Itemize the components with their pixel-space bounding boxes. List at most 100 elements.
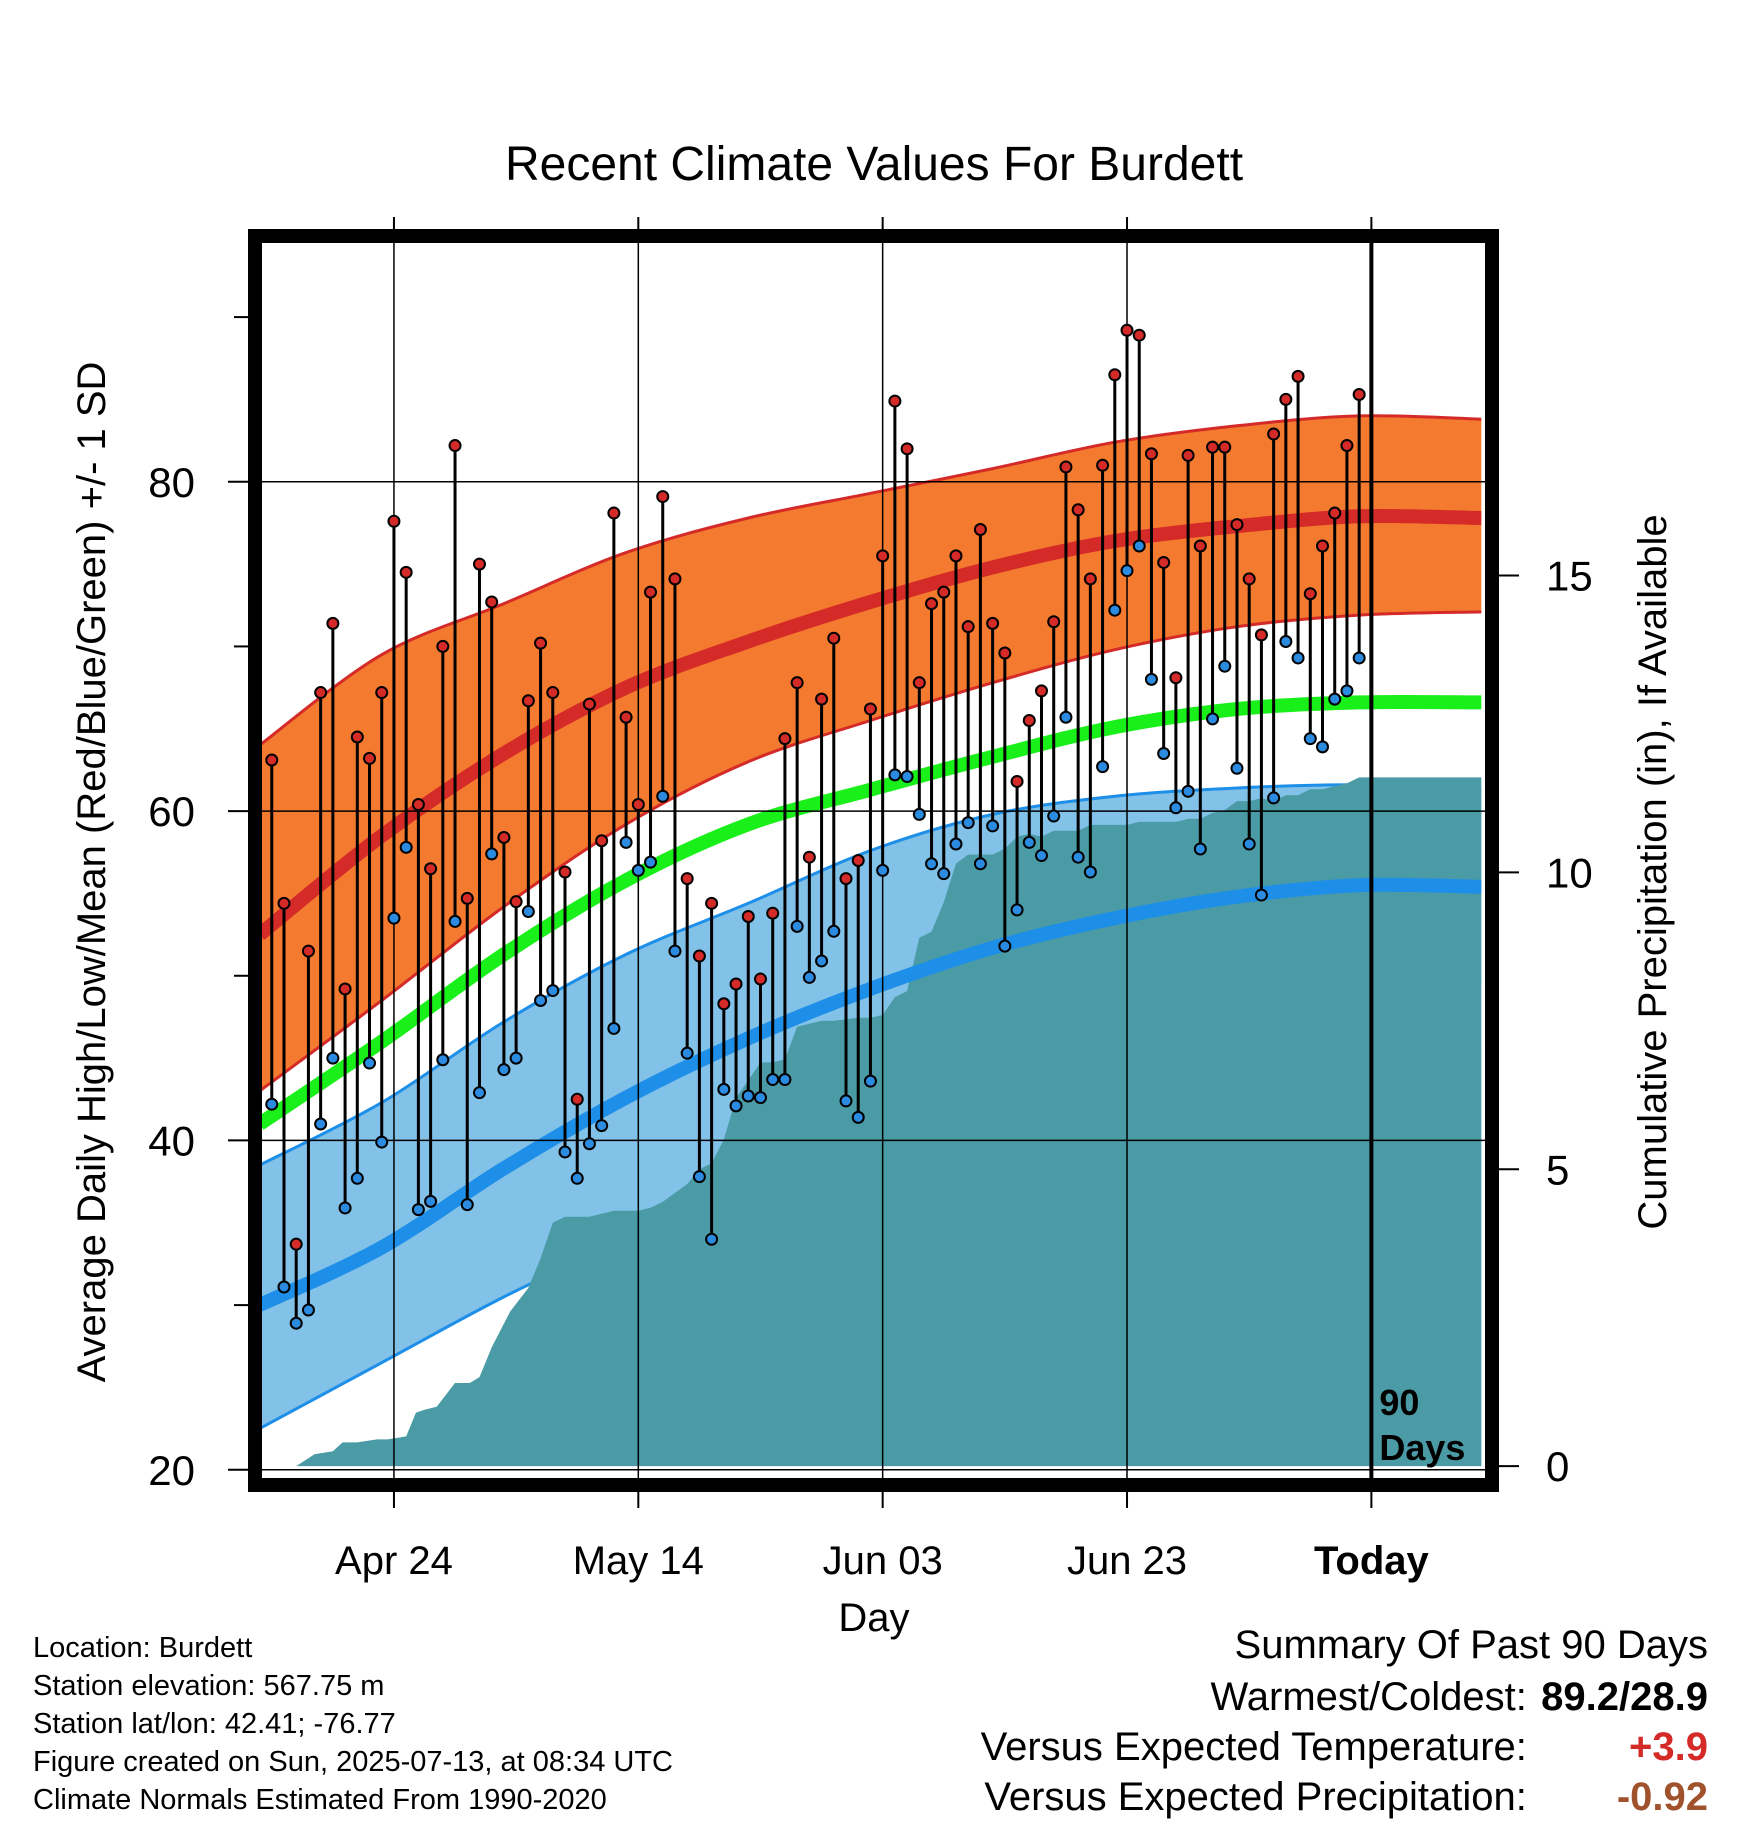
daily-low-point <box>1169 801 1183 815</box>
daily-low-point <box>399 840 413 854</box>
daily-low-point <box>851 1110 865 1124</box>
daily-high-point <box>827 631 841 645</box>
daily-high-point <box>1034 684 1048 698</box>
daily-low-point <box>729 1099 743 1113</box>
daily-low-point <box>1108 603 1122 617</box>
daily-low-point <box>680 1046 694 1060</box>
daily-high-point <box>301 944 315 958</box>
daily-high-point <box>1059 460 1073 474</box>
daily-low-point <box>888 768 902 782</box>
daily-high-point <box>521 694 535 708</box>
daily-low-point <box>863 1074 877 1088</box>
daily-high-point <box>851 854 865 867</box>
daily-high-point <box>778 732 792 746</box>
plot-frame <box>248 229 1499 1492</box>
daily-low-point <box>277 1280 291 1294</box>
daily-high-point <box>705 896 719 910</box>
daily-low-point <box>1144 672 1158 686</box>
x-tick-label: Jun 03 <box>823 1539 943 1583</box>
precip-anomaly-label: Versus Expected Precipitation: <box>984 1775 1527 1819</box>
daily-high-point <box>1108 368 1122 382</box>
daily-low-point <box>460 1198 474 1212</box>
daily-low-point <box>717 1082 731 1096</box>
daily-low-point <box>1059 710 1073 724</box>
daily-high-point <box>1193 539 1207 553</box>
daily-low-point <box>546 984 560 998</box>
daily-high-point <box>1340 439 1354 453</box>
daily-high-point <box>680 872 694 886</box>
daily-high-point <box>350 730 364 744</box>
daily-low-point <box>705 1232 719 1246</box>
daily-low-point <box>314 1117 328 1131</box>
daily-high-point <box>644 585 658 599</box>
daily-high-point <box>1132 328 1146 342</box>
daily-high-point <box>1010 774 1024 788</box>
precip-anomaly-value: -0.92 <box>1616 1775 1708 1819</box>
daily-high-point <box>387 514 401 528</box>
daily-low-point <box>338 1201 352 1215</box>
daily-low-point <box>656 789 670 803</box>
y-axis-label: Average Daily High/Low/Mean (Red/Blue/Gr… <box>70 362 114 1383</box>
daily-low-point <box>1083 865 1097 879</box>
x-tick-label: May 14 <box>573 1539 704 1583</box>
daily-high-point <box>424 862 438 876</box>
daily-high-point <box>1230 518 1244 532</box>
daily-high-point <box>485 595 499 609</box>
x-tick-label: Apr 24 <box>335 1539 453 1583</box>
daily-low-point <box>925 857 939 871</box>
daily-low-point <box>363 1056 377 1070</box>
daily-low-point <box>301 1303 315 1317</box>
daily-high-point <box>595 834 609 848</box>
daily-high-point <box>1279 392 1293 406</box>
daily-high-point <box>375 686 389 700</box>
daily-low-point <box>900 770 914 784</box>
daily-high-point <box>986 616 1000 630</box>
daily-low-point <box>973 857 987 871</box>
daily-low-point <box>876 863 890 877</box>
today-label-count: 90 <box>1379 1382 1419 1423</box>
daily-high-point <box>1206 440 1220 454</box>
daily-low-point <box>558 1145 572 1159</box>
normals-period-text: Climate Normals Estimated From 1990-2020 <box>33 1784 607 1816</box>
y-tick-label: 40 <box>148 1117 195 1164</box>
daily-low-point <box>1218 659 1232 673</box>
daily-low-point <box>644 855 658 869</box>
daily-low-point <box>1181 784 1195 798</box>
daily-high-point <box>1242 572 1256 586</box>
daily-low-point <box>1291 651 1305 665</box>
daily-high-point <box>1022 714 1036 728</box>
daily-high-point <box>534 636 548 650</box>
daily-high-point <box>863 702 877 716</box>
daily-high-point <box>546 686 560 700</box>
daily-high-point <box>497 830 511 844</box>
daily-low-point <box>1352 651 1366 665</box>
daily-low-point <box>1157 746 1171 760</box>
daily-high-point <box>619 710 633 724</box>
daily-low-point <box>986 819 1000 833</box>
daily-low-point <box>790 919 804 933</box>
daily-high-point <box>998 646 1012 660</box>
daily-low-point <box>570 1171 584 1185</box>
daily-low-point <box>961 816 975 830</box>
daily-high-point <box>717 997 731 1011</box>
daily-high-point <box>631 798 645 812</box>
daily-low-point <box>766 1073 780 1087</box>
daily-high-point <box>1328 506 1342 520</box>
daily-low-point <box>1328 692 1342 706</box>
x-axis-label: Day <box>838 1596 909 1640</box>
high-sd-lower-edge <box>262 610 1482 1092</box>
x-tick-label: Today <box>1314 1539 1430 1583</box>
daily-high-point <box>558 865 572 879</box>
daily-high-point <box>570 1092 584 1106</box>
daily-low-point <box>778 1073 792 1087</box>
daily-high-point <box>509 895 523 909</box>
daily-high-point <box>1144 447 1158 461</box>
chart-title: Recent Climate Values For Burdett <box>505 138 1243 191</box>
daily-high-point <box>472 557 486 571</box>
today-label-days: Days <box>1379 1427 1465 1468</box>
daily-high-point <box>1157 555 1171 569</box>
daily-high-point <box>338 982 352 996</box>
daily-high-point <box>265 753 279 767</box>
daily-low-point <box>1022 835 1036 849</box>
high-sd-upper-edge <box>262 414 1482 746</box>
